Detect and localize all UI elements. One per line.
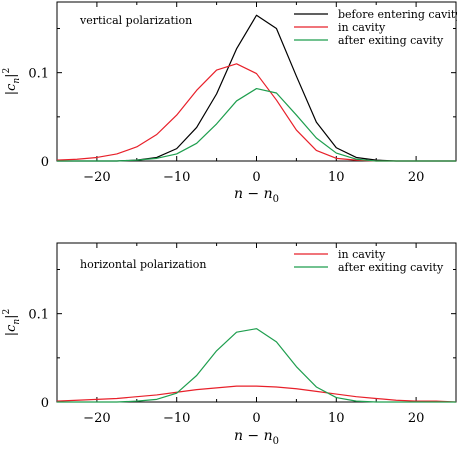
legend-label: after exiting cavity (338, 261, 444, 274)
x-tick-label: 20 (408, 411, 425, 426)
y-tick-label: 0 (41, 396, 49, 411)
x-axis-label-main: n − n (234, 428, 273, 444)
x-tick-label: −20 (83, 411, 110, 426)
x-tick-label: −20 (83, 170, 110, 185)
y-axis-label-sub: n (12, 78, 22, 84)
y-axis-label-main: |c (4, 83, 19, 95)
x-axis-label-sub: 0 (273, 436, 279, 447)
y-axis-label-sub: n (12, 319, 22, 325)
x-axis-label-sub: 0 (273, 194, 279, 205)
legend-label: before entering cavity (338, 8, 457, 21)
y-axis-label-sup: 2 (2, 309, 12, 315)
series-line-2 (56, 63, 456, 162)
y-tick-label: 0.1 (28, 67, 49, 82)
y-axis-label-bar: | (4, 73, 19, 77)
y-axis-label-main: |c (4, 324, 19, 336)
x-tick-label: −10 (163, 411, 190, 426)
x-axis-label: n − n0 (234, 428, 279, 447)
x-tick-label: 10 (328, 170, 345, 185)
legend-label: after exiting cavity (338, 34, 444, 47)
x-tick-label: 20 (408, 170, 425, 185)
series-line-3 (57, 87, 456, 162)
x-axis-label: n − n0 (234, 186, 279, 205)
y-axis-label: |cn|2 (2, 68, 22, 96)
legend-label: in cavity (338, 21, 386, 34)
x-axis-label-main: n − n (234, 186, 273, 202)
x-tick-label: 0 (252, 170, 260, 185)
y-axis-label-bar: | (4, 314, 19, 318)
y-tick-label: 0.1 (28, 308, 49, 323)
series-line-2 (57, 328, 456, 403)
panel-annotation: vertical polarization (79, 14, 192, 27)
y-axis-label: |cn|2 (2, 309, 22, 337)
x-tick-label: 0 (252, 411, 260, 426)
y-axis-label-sup: 2 (2, 68, 12, 74)
y-tick-label: 0 (41, 155, 49, 170)
x-tick-label: −10 (163, 170, 190, 185)
x-tick-label: 10 (328, 411, 345, 426)
panel-annotation: horizontal polarization (80, 258, 207, 271)
legend-label: in cavity (338, 248, 386, 261)
